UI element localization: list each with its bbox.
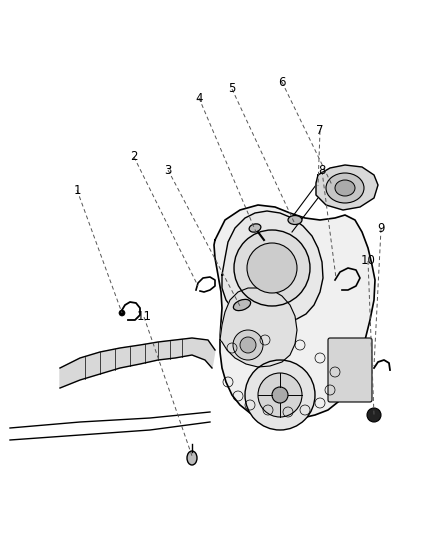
Text: 8: 8 — [318, 165, 326, 177]
Text: 1: 1 — [73, 183, 81, 197]
Text: 10: 10 — [360, 254, 375, 268]
Polygon shape — [214, 205, 375, 420]
Polygon shape — [222, 211, 323, 326]
Circle shape — [119, 310, 125, 316]
Text: 11: 11 — [137, 311, 152, 324]
Polygon shape — [220, 288, 297, 367]
Text: 3: 3 — [164, 164, 172, 176]
Circle shape — [258, 373, 302, 417]
FancyBboxPatch shape — [328, 338, 372, 402]
Text: 2: 2 — [130, 150, 138, 164]
Text: 9: 9 — [377, 222, 385, 236]
Ellipse shape — [326, 173, 364, 203]
Circle shape — [240, 337, 256, 353]
Circle shape — [233, 330, 263, 360]
Ellipse shape — [233, 300, 251, 311]
Circle shape — [247, 243, 297, 293]
Polygon shape — [60, 338, 215, 388]
Ellipse shape — [187, 451, 197, 465]
Circle shape — [272, 387, 288, 403]
Circle shape — [234, 230, 310, 306]
Text: 6: 6 — [278, 76, 286, 88]
Text: 7: 7 — [316, 125, 324, 138]
Text: 4: 4 — [195, 92, 203, 104]
Text: 5: 5 — [228, 83, 236, 95]
Circle shape — [245, 360, 315, 430]
Ellipse shape — [335, 180, 355, 196]
Ellipse shape — [288, 215, 302, 224]
Circle shape — [367, 408, 381, 422]
Polygon shape — [316, 165, 378, 210]
Ellipse shape — [249, 224, 261, 232]
